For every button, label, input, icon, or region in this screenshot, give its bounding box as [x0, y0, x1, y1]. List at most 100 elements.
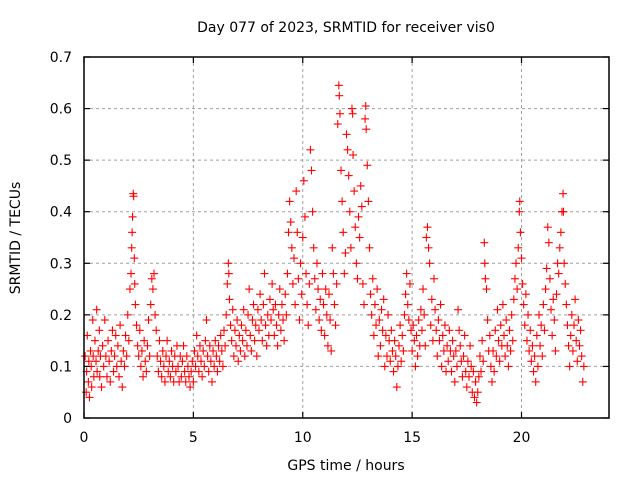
data-point	[135, 326, 144, 335]
data-point	[481, 274, 490, 283]
data-point	[304, 321, 313, 330]
data-point	[472, 398, 481, 407]
data-point	[128, 212, 137, 221]
data-point	[549, 295, 558, 304]
data-point	[295, 316, 304, 325]
data-point	[226, 321, 235, 330]
data-point	[505, 326, 514, 335]
data-point	[144, 316, 153, 325]
data-point	[408, 346, 417, 355]
data-point	[431, 305, 440, 314]
data-point	[501, 352, 510, 361]
x-tick-label: 20	[513, 430, 531, 446]
data-point	[386, 357, 395, 366]
data-point	[137, 346, 146, 355]
data-point	[384, 310, 393, 319]
data-point	[496, 321, 505, 330]
data-point	[552, 290, 561, 299]
data-point	[145, 352, 154, 361]
data-point	[265, 295, 274, 304]
data-point	[354, 212, 363, 221]
data-point	[578, 377, 587, 386]
data-point	[275, 285, 284, 294]
x-tick-label: 15	[403, 430, 421, 446]
data-point	[84, 377, 93, 386]
data-point	[538, 352, 547, 361]
data-point	[185, 372, 193, 381]
data-point	[375, 316, 384, 325]
data-point	[240, 352, 249, 361]
data-point	[368, 274, 377, 283]
x-tick-label: 10	[294, 430, 312, 446]
data-point	[134, 352, 143, 361]
data-point	[130, 279, 139, 288]
data-point	[273, 341, 282, 350]
data-point	[99, 362, 108, 371]
data-point	[92, 305, 101, 314]
data-point	[363, 161, 372, 170]
data-point	[392, 383, 401, 392]
data-point	[478, 336, 487, 345]
data-point	[224, 259, 233, 268]
data-point	[205, 341, 214, 350]
data-point	[362, 125, 371, 134]
data-point	[270, 331, 279, 340]
data-point	[435, 336, 444, 345]
data-point	[95, 326, 104, 335]
data-point	[95, 372, 104, 381]
data-point	[335, 109, 344, 118]
data-point	[414, 316, 423, 325]
data-point	[118, 383, 127, 392]
data-point	[454, 305, 463, 314]
data-point	[401, 290, 410, 299]
data-point	[516, 228, 525, 237]
data-point	[424, 243, 433, 252]
data-point	[551, 346, 560, 355]
data-point	[427, 295, 436, 304]
data-point	[526, 326, 535, 335]
data-point	[544, 238, 553, 247]
data-point	[404, 316, 413, 325]
data-point	[267, 316, 276, 325]
data-point	[299, 176, 308, 185]
data-point	[291, 300, 300, 309]
data-point	[350, 187, 359, 196]
data-point	[158, 346, 167, 355]
data-point	[389, 367, 398, 376]
data-point	[229, 352, 238, 361]
data-point	[127, 269, 136, 278]
data-point	[286, 218, 295, 227]
data-point	[451, 346, 460, 355]
data-point	[480, 259, 489, 268]
data-point	[459, 352, 468, 361]
data-point	[339, 228, 348, 237]
data-point	[97, 383, 106, 392]
data-point	[524, 310, 533, 319]
data-point	[405, 279, 414, 288]
data-point	[127, 243, 136, 252]
data-point	[490, 367, 499, 376]
data-point	[238, 336, 247, 345]
data-point	[151, 310, 160, 319]
data-points	[81, 81, 588, 407]
y-tick-label: 0.2	[50, 308, 72, 324]
data-point	[203, 352, 212, 361]
data-point	[328, 243, 337, 252]
data-point	[535, 310, 543, 319]
x-tick-label: 0	[80, 430, 89, 446]
data-point	[539, 300, 548, 309]
data-point	[258, 336, 267, 345]
data-point	[372, 321, 381, 330]
data-point	[316, 295, 325, 304]
data-point	[494, 336, 503, 345]
data-point	[467, 362, 476, 371]
grid-lines	[84, 57, 609, 418]
data-point	[396, 321, 405, 330]
data-point	[207, 377, 216, 386]
data-point	[263, 310, 272, 319]
data-point	[500, 331, 508, 340]
data-point	[101, 352, 110, 361]
data-point	[314, 285, 323, 294]
data-point	[235, 331, 244, 340]
data-point	[98, 341, 107, 350]
